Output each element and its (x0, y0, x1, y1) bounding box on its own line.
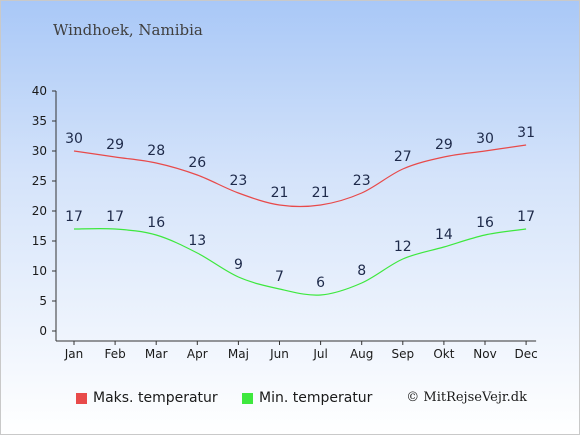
min-data-label: 9 (234, 257, 243, 273)
y-tick-label: 40 (32, 84, 47, 98)
min-data-label: 16 (147, 215, 165, 231)
min-data-label: 7 (275, 269, 284, 285)
x-tick-label: Sep (391, 347, 414, 361)
min-data-label: 6 (316, 275, 325, 291)
x-tick-label: Mar (145, 347, 168, 361)
y-tick-label: 15 (32, 234, 47, 248)
x-tick-label: Okt (433, 347, 454, 361)
y-tick-label: 30 (32, 144, 47, 158)
min-data-label: 17 (65, 209, 83, 225)
y-tick-label: 20 (32, 204, 47, 218)
copyright-text[interactable]: © MitRejseVejr.dk (406, 390, 527, 405)
min-data-label: 16 (476, 215, 494, 231)
max-data-label: 26 (188, 155, 206, 171)
max-data-label: 29 (106, 137, 124, 153)
max-data-label: 30 (476, 131, 494, 147)
y-tick-label: 10 (32, 264, 47, 278)
chart-title: Windhoek, Namibia (53, 21, 203, 39)
legend-max: Maks. temperatur (76, 390, 218, 406)
legend-max-label: Maks. temperatur (93, 390, 218, 406)
max-data-label: 27 (394, 149, 412, 165)
max-data-label: 23 (353, 173, 371, 189)
max-temperature-line (73, 144, 527, 208)
legend-min-swatch (242, 392, 253, 404)
x-tick-label: Maj (228, 347, 249, 361)
y-tick-label: 0 (39, 324, 47, 338)
x-tick-label: Aug (350, 347, 373, 361)
x-tick-label: Feb (104, 347, 125, 361)
legend-max-swatch (76, 392, 87, 404)
y-tick-label: 5 (39, 294, 47, 308)
max-data-label: 21 (271, 185, 289, 201)
min-temperature-line (73, 227, 527, 296)
x-tick-label: Jan (64, 347, 84, 361)
legend-min-label: Min. temperatur (259, 390, 373, 406)
x-tick-label: Dec (514, 347, 537, 361)
y-tick-label: 25 (32, 174, 47, 188)
max-data-label: 21 (312, 185, 330, 201)
x-tick-label: Jul (312, 347, 327, 361)
x-tick-label: Jun (269, 347, 289, 361)
max-data-label: 28 (147, 143, 165, 159)
min-data-label: 14 (435, 227, 453, 243)
max-data-label: 23 (229, 173, 247, 189)
max-data-label: 29 (435, 137, 453, 153)
x-tick-label: Apr (187, 347, 208, 361)
y-tick-label: 35 (32, 114, 47, 128)
min-data-label: 17 (517, 209, 535, 225)
legend-min: Min. temperatur (242, 390, 372, 406)
min-data-label: 13 (188, 233, 206, 249)
min-data-label: 8 (357, 263, 366, 279)
max-data-label: 30 (65, 131, 83, 147)
min-data-label: 12 (394, 239, 412, 255)
min-data-label: 17 (106, 209, 124, 225)
x-tick-label: Nov (473, 347, 496, 361)
max-data-label: 31 (517, 125, 535, 141)
